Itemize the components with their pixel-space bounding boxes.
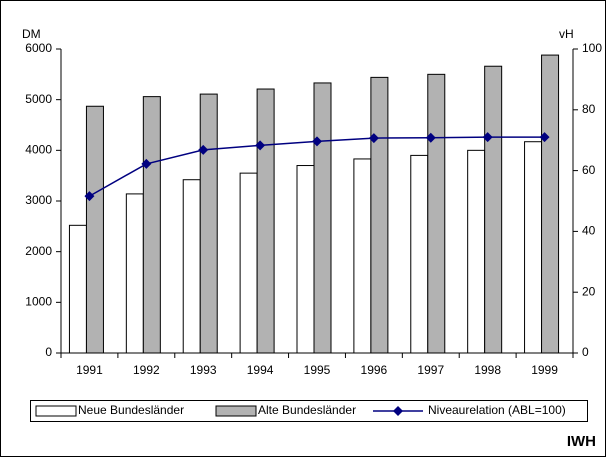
y2-tick-label: 60 [582, 163, 596, 177]
bar [467, 149, 486, 354]
line-marker [198, 144, 209, 155]
x-tick-label: 1999 [531, 363, 558, 377]
y-tick-label: 4000 [25, 143, 52, 157]
x-tick-label: 1994 [247, 363, 274, 377]
y2-tick-label: 100 [582, 41, 602, 55]
y-tick-label: 2000 [25, 244, 52, 258]
bar [142, 96, 161, 354]
bar [313, 82, 332, 354]
x-tick-label: 1993 [190, 363, 217, 377]
y2-tick-label: 20 [582, 284, 596, 298]
bar [239, 172, 258, 354]
source: IWH [567, 433, 596, 450]
line-marker [368, 133, 379, 144]
y-axis-label: DM [22, 27, 41, 41]
legend-label: Neue Bundesländer [78, 403, 184, 417]
y-tick-label: 5000 [25, 92, 52, 106]
y-tick-label: 3000 [25, 193, 52, 207]
bar [125, 193, 144, 354]
y-tick-label: 0 [45, 345, 52, 359]
bar [296, 165, 315, 354]
bar [524, 141, 543, 354]
legend-swatch [35, 405, 77, 417]
x-tick-label: 1991 [76, 363, 103, 377]
y2-tick-label: 0 [582, 345, 589, 359]
line-marker [425, 132, 436, 143]
bar [182, 179, 201, 354]
bar [256, 88, 275, 354]
bar [484, 65, 503, 354]
bar [199, 93, 218, 354]
legend-label: Alte Bundesländer [258, 403, 356, 417]
x-tick-label: 1995 [304, 363, 331, 377]
y-tick-label: 1000 [25, 295, 52, 309]
line-marker [312, 136, 322, 147]
x-tick-label: 1998 [474, 363, 501, 377]
bar [68, 224, 87, 354]
legend-box [30, 400, 588, 422]
x-tick-label: 1997 [417, 363, 444, 377]
bar [410, 154, 429, 354]
y2-tick-label: 40 [582, 224, 596, 238]
line-marker [255, 140, 266, 151]
line-marker [482, 132, 493, 143]
bar [427, 73, 446, 354]
bar [541, 54, 560, 354]
line-marker [141, 158, 152, 169]
legend-swatch [215, 405, 257, 417]
y2-tick-label: 80 [582, 102, 596, 116]
x-tick-label: 1996 [361, 363, 388, 377]
x-tick-label: 1992 [133, 363, 160, 377]
line-marker [84, 191, 95, 202]
line-marker [539, 132, 550, 143]
bar [85, 105, 104, 354]
y-tick-label: 6000 [25, 41, 52, 55]
bar [370, 76, 389, 354]
legend-marker [393, 406, 403, 416]
legend-label: Niveaurelation (ABL=100) [428, 403, 566, 417]
bar [353, 158, 372, 354]
y2-axis-label: vH [559, 27, 574, 41]
